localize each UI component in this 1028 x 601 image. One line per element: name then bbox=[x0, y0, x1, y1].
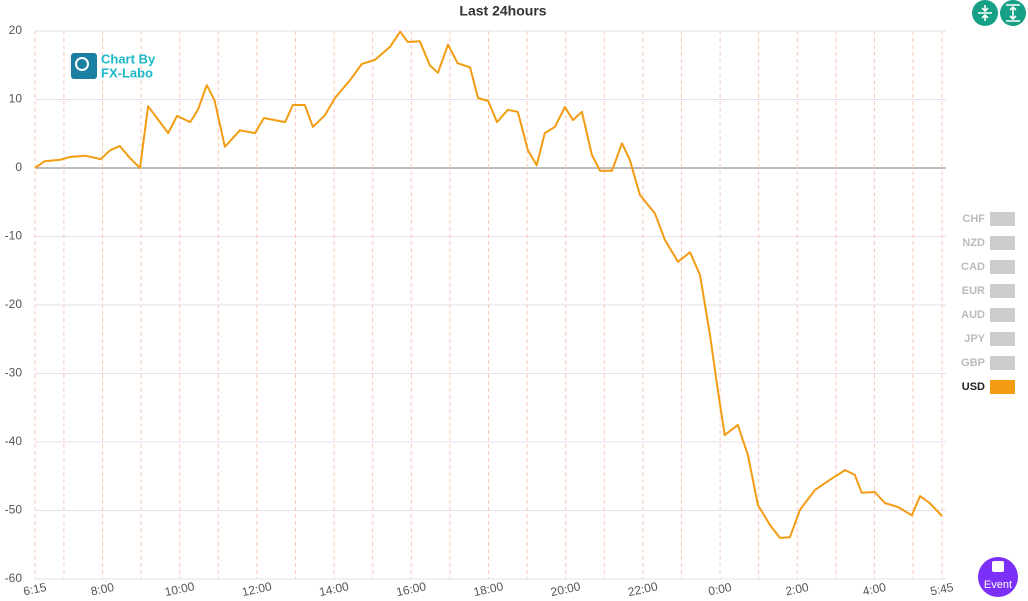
y-tick-label: -40 bbox=[5, 434, 23, 448]
x-tick-label: 16:00 bbox=[395, 579, 428, 599]
logo: Chart By FX-Labo bbox=[71, 51, 156, 80]
expand-icon bbox=[1006, 4, 1020, 22]
x-tick-label: 6:15 bbox=[22, 580, 48, 599]
x-tick-label: 20:00 bbox=[549, 579, 582, 599]
x-tick-label: 2:00 bbox=[784, 580, 810, 599]
legend-label: GBP bbox=[961, 357, 985, 369]
legend-swatch[interactable] bbox=[990, 260, 1015, 274]
logo-icon bbox=[71, 53, 97, 79]
legend-label: JPY bbox=[964, 333, 985, 345]
y-tick-label: 10 bbox=[9, 92, 23, 106]
y-tick-label: 0 bbox=[15, 160, 22, 174]
legend-swatch[interactable] bbox=[990, 236, 1015, 250]
logo-text: Chart By bbox=[101, 51, 156, 66]
x-tick-label: 14:00 bbox=[318, 579, 351, 599]
toolbar bbox=[972, 0, 1026, 26]
x-tick-label: 5:45 bbox=[929, 580, 955, 599]
chart-title: Last 24hours bbox=[459, 3, 546, 19]
legend-swatch[interactable] bbox=[990, 332, 1015, 346]
legend-swatch[interactable] bbox=[990, 284, 1015, 298]
x-tick-label: 22:00 bbox=[627, 579, 660, 599]
event-circle[interactable] bbox=[978, 557, 1018, 597]
plot: -60 -50 -40 -30 -20 -10 0 10 20 6:15 8:00 10:00 12:0… bbox=[5, 23, 1015, 599]
legend-swatch[interactable] bbox=[990, 212, 1015, 226]
collapse-icon bbox=[978, 5, 992, 21]
logo-text: FX-Labo bbox=[101, 65, 153, 80]
x-tick-label: 0:00 bbox=[707, 580, 733, 599]
legend-label: NZD bbox=[962, 237, 985, 249]
y-tick-label: -10 bbox=[5, 229, 23, 243]
legend-label: USD bbox=[962, 381, 985, 393]
x-tick-label: 18:00 bbox=[472, 579, 505, 599]
legend-label: EUR bbox=[962, 285, 985, 297]
legend-label: CHF bbox=[962, 213, 985, 225]
legend-swatch[interactable] bbox=[990, 308, 1015, 322]
x-tick-label: 4:00 bbox=[861, 580, 887, 599]
x-tick-label: 8:00 bbox=[89, 580, 115, 599]
event-button[interactable]: Event bbox=[978, 557, 1018, 597]
y-tick-label: -60 bbox=[5, 571, 23, 585]
y-tick-label: 20 bbox=[9, 23, 23, 37]
y-tick-label: -20 bbox=[5, 297, 23, 311]
event-label[interactable]: Event bbox=[984, 579, 1012, 591]
x-tick-label: 12:00 bbox=[241, 579, 274, 599]
line-series bbox=[34, 30, 943, 539]
x-tick-label: 10:00 bbox=[163, 579, 196, 599]
y-tick-label: -50 bbox=[5, 503, 23, 517]
y-tick-label: -30 bbox=[5, 366, 23, 380]
legend-label: AUD bbox=[961, 309, 985, 321]
event-icon bbox=[992, 561, 1004, 572]
logo-glass bbox=[75, 57, 89, 71]
legend-swatch[interactable] bbox=[990, 380, 1015, 394]
legend-swatch[interactable] bbox=[990, 356, 1015, 370]
legend-label: CAD bbox=[961, 261, 985, 273]
